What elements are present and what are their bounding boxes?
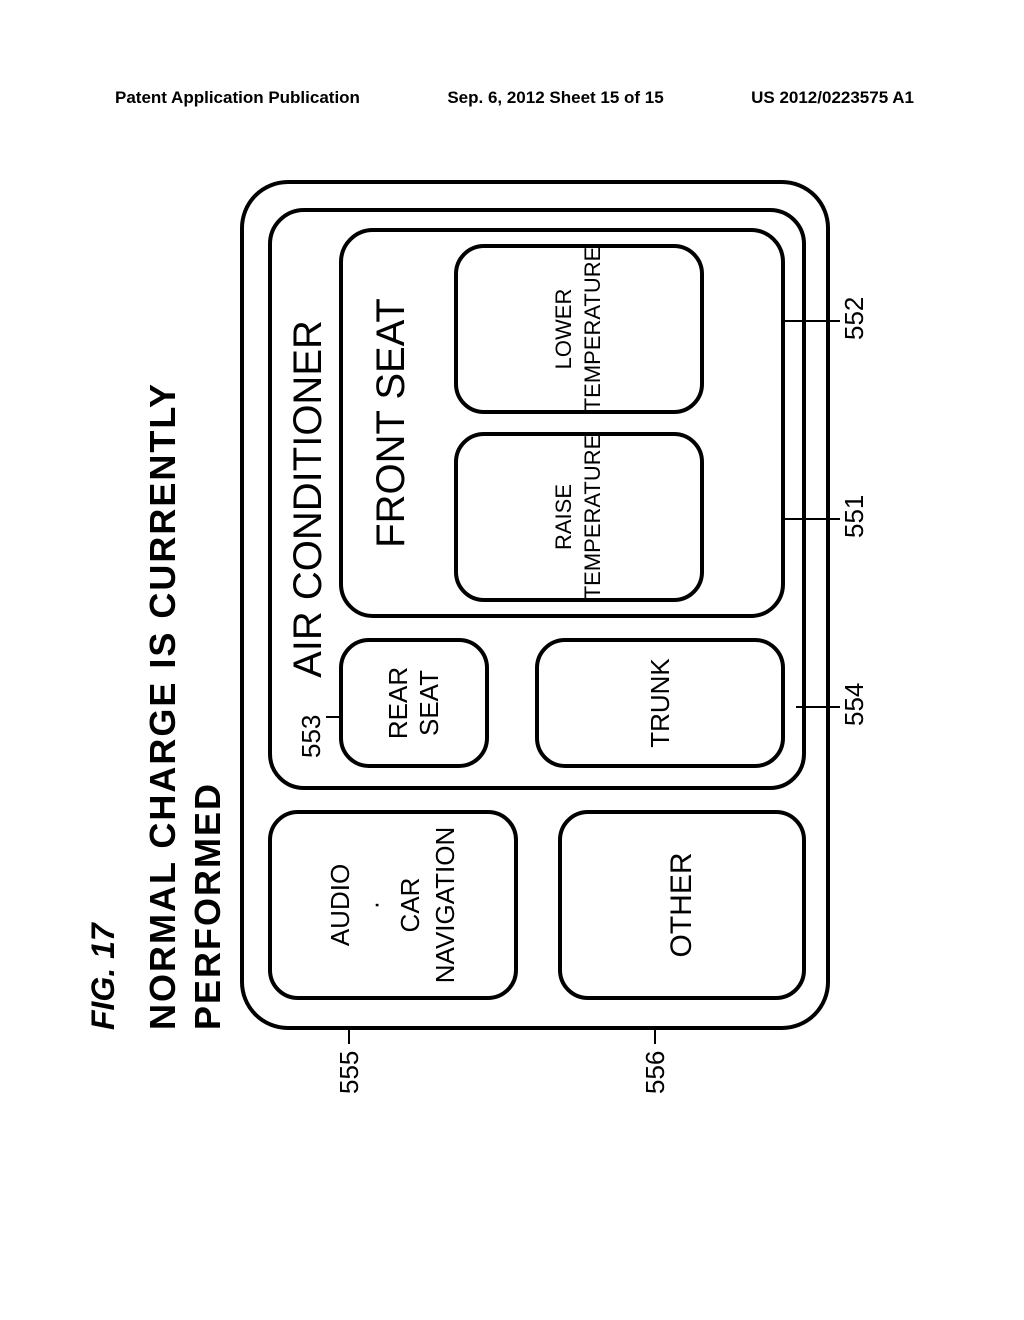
ref-551: 551 [839,495,870,538]
ref-556: 556 [640,1051,671,1094]
ref-555: 555 [334,1051,365,1094]
lower-label-2: TEMPERATURE [579,247,608,412]
audio-label-dot: · [358,901,393,910]
lead-555 [348,1026,350,1044]
ac-title: AIR CONDITIONER [286,230,331,768]
air-conditioner-panel: AIR CONDITIONER REAR SEAT TRUNK FRONT SE… [268,208,806,790]
lead-551 [784,518,840,520]
figure-label: FIG. 17 [85,290,122,1030]
front-seat-panel: FRONT SEAT RAISE TEMPERATURE LOWER TEMPE… [339,228,785,618]
page-header: Patent Application Publication Sep. 6, 2… [0,88,1024,108]
lead-554 [796,706,840,708]
header-right: US 2012/0223575 A1 [751,88,914,108]
device-frame: AUDIO · CAR NAVIGATION OTHER AIR CONDITI… [240,180,830,1030]
audio-nav-button[interactable]: AUDIO · CAR NAVIGATION [268,810,518,1000]
other-label: OTHER [665,853,699,958]
lead-556 [654,1026,656,1044]
audio-label-3: CAR [393,878,428,933]
front-row: RAISE TEMPERATURE LOWER TEMPERATURE [454,246,704,600]
other-button[interactable]: OTHER [558,810,806,1000]
trunk-button[interactable]: TRUNK [535,638,785,768]
audio-label-4: NAVIGATION [428,827,463,984]
audio-label-1: AUDIO [323,864,358,946]
raise-temperature-button[interactable]: RAISE TEMPERATURE [454,432,704,602]
figure-area: FIG. 17 NORMAL CHARGE IS CURRENTLY PERFO… [85,290,955,1030]
ac-inner: REAR SEAT TRUNK FRONT SEAT RAISE TEMPERA… [339,230,787,768]
header-center: Sep. 6, 2012 Sheet 15 of 15 [447,88,663,108]
header-left: Patent Application Publication [115,88,360,108]
ref-553: 553 [296,715,327,758]
trunk-label: TRUNK [645,658,676,748]
inner-grid: AUDIO · CAR NAVIGATION OTHER AIR CONDITI… [268,210,802,1000]
rear-label-2: SEAT [414,667,445,739]
raise-label-1: RAISE [550,484,579,550]
rear-seat-button[interactable]: REAR SEAT [339,638,489,768]
lead-552 [784,320,840,322]
ref-554: 554 [839,683,870,726]
front-title: FRONT SEAT [369,246,414,600]
status-title: NORMAL CHARGE IS CURRENTLY PERFORMED [140,290,230,1030]
ref-552: 552 [839,297,870,340]
lead-553 [326,716,342,718]
rear-label-1: REAR [383,667,414,739]
lower-label-1: LOWER [550,289,579,370]
status-title-line1: NORMAL CHARGE IS CURRENTLY [140,290,185,1030]
status-title-line2: PERFORMED [185,290,230,1030]
raise-label-2: TEMPERATURE [579,435,608,600]
lower-temperature-button[interactable]: LOWER TEMPERATURE [454,244,704,414]
